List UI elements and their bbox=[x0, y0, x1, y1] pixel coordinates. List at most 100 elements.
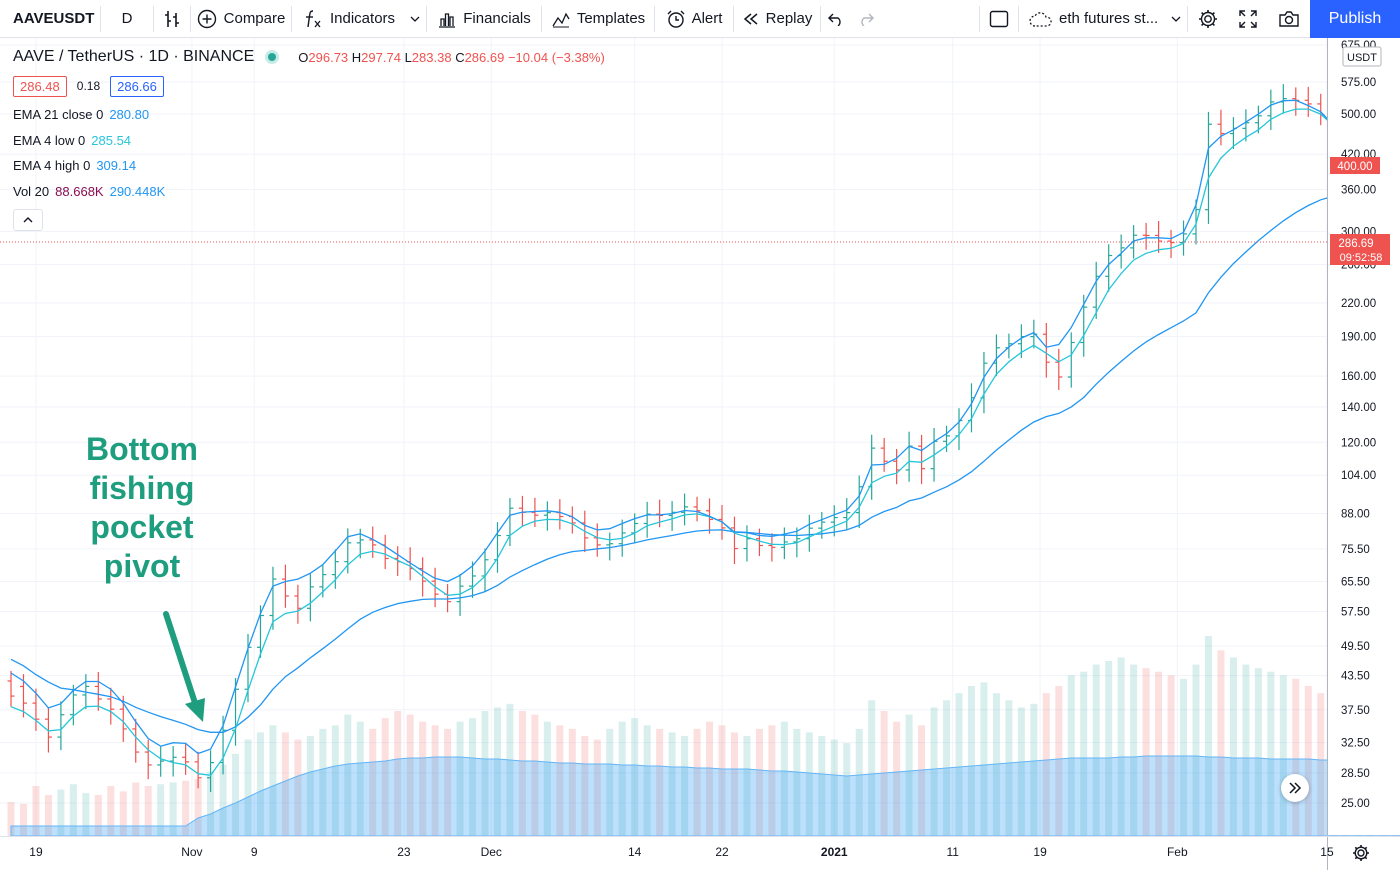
ohlc-bar bbox=[1067, 332, 1075, 388]
interval-selector[interactable]: D bbox=[101, 0, 153, 38]
last-price-label: 286.69 bbox=[1338, 238, 1373, 250]
compare-button[interactable]: Compare bbox=[191, 0, 291, 38]
toolbar-divider bbox=[190, 5, 191, 32]
spread-value: 0.18 bbox=[76, 79, 101, 93]
fullscreen-layout-button[interactable] bbox=[980, 0, 1018, 38]
volume-bar bbox=[394, 711, 402, 836]
redo-button[interactable] bbox=[851, 0, 881, 38]
symbol-label: AAVEUSDT bbox=[13, 10, 95, 27]
volume-ma-area bbox=[10, 755, 1400, 837]
fullscreen-button[interactable] bbox=[1228, 0, 1268, 38]
replay-button[interactable]: Replay bbox=[734, 0, 820, 38]
volume-bar bbox=[656, 728, 664, 836]
price-chart[interactable]: 675.00575.00500.00420.00360.00300.00260.… bbox=[0, 38, 1400, 870]
ohlc-bar bbox=[730, 516, 738, 564]
close-key: C bbox=[455, 49, 465, 65]
volume-bar bbox=[244, 739, 252, 836]
redo-icon bbox=[861, 13, 874, 26]
time-tick-label: 2021 bbox=[821, 845, 848, 859]
ohlc-bar bbox=[344, 528, 352, 574]
chart-settings-button[interactable] bbox=[1350, 842, 1372, 864]
toolbar-divider bbox=[426, 5, 427, 32]
price-tick-label: 575.00 bbox=[1341, 77, 1376, 89]
ohlc-bar bbox=[144, 739, 152, 780]
volume-bar bbox=[556, 725, 564, 836]
volume-bar bbox=[456, 721, 464, 836]
publish-button[interactable]: Publish bbox=[1310, 0, 1400, 38]
symbol-title[interactable]: AAVE / TetherUS · 1D · BINANCE bbox=[13, 48, 255, 65]
volume-bar bbox=[905, 714, 913, 836]
low-value: 283.38 bbox=[411, 49, 452, 65]
ohlc-bars-icon bbox=[165, 10, 179, 27]
volume-bar bbox=[855, 728, 863, 836]
change-value: −10.04 (−3.38%) bbox=[507, 49, 605, 65]
ohlc-bar bbox=[294, 584, 302, 624]
time-axis[interactable]: 19 Nov 9 23 Dec 14 22 2021 11 19 Feb 15 bbox=[29, 845, 1334, 859]
plus-circle-icon bbox=[197, 9, 216, 28]
bar-style-button[interactable] bbox=[154, 0, 190, 38]
annotation-arrow bbox=[163, 611, 205, 722]
ohlc-bar bbox=[693, 496, 701, 522]
volume-bar bbox=[381, 718, 389, 836]
templates-button[interactable]: Templates bbox=[542, 0, 654, 38]
ohlc-bar bbox=[306, 573, 314, 622]
annotation-line: pivot bbox=[103, 548, 181, 584]
alert-button[interactable]: Alert bbox=[655, 0, 733, 38]
financials-label: Financials bbox=[463, 10, 531, 27]
indicator-value-ma: 290.448K bbox=[109, 183, 166, 199]
indicator-ema4-high[interactable]: EMA 4 high 0 309.14 bbox=[13, 153, 605, 179]
indicators-button[interactable]: Indicators bbox=[292, 0, 426, 38]
ohlc-bar bbox=[1317, 93, 1325, 126]
volume-bar bbox=[1317, 693, 1325, 836]
indicator-value: 280.80 bbox=[109, 107, 150, 123]
buy-sell-row: 286.48 0.18 286.66 bbox=[13, 74, 605, 98]
ohlc-bar bbox=[955, 408, 963, 451]
volume-bar bbox=[1279, 675, 1287, 836]
price-tick-label: 88.00 bbox=[1341, 509, 1370, 521]
undo-icon bbox=[828, 13, 841, 26]
financials-button[interactable]: Financials bbox=[427, 0, 541, 38]
chevron-up-icon bbox=[23, 217, 33, 223]
settings-button[interactable] bbox=[1188, 0, 1228, 38]
last-price-tag: 286.69 09:52:58 bbox=[1330, 234, 1390, 265]
ohlc-bar bbox=[1092, 261, 1100, 319]
volume-bar bbox=[32, 786, 40, 836]
collapse-legend-button[interactable] bbox=[13, 209, 43, 231]
indicator-volume[interactable]: Vol 20 88.668K 290.448K bbox=[13, 179, 605, 205]
sell-button[interactable]: 286.48 bbox=[13, 75, 67, 97]
indicator-ema21[interactable]: EMA 21 close 0 280.80 bbox=[13, 102, 605, 128]
ohlc-bar bbox=[743, 525, 751, 562]
ohlc-values: O296.73 H297.74 L283.38 C286.69 −10.04 (… bbox=[298, 50, 605, 65]
volume-bar bbox=[1304, 686, 1312, 836]
ohlc-bar bbox=[556, 499, 564, 530]
ohlc-bar bbox=[643, 501, 651, 538]
buy-button[interactable]: 286.66 bbox=[110, 75, 164, 97]
templates-icon bbox=[552, 12, 570, 27]
countdown-label: 09:52:58 bbox=[1340, 252, 1383, 264]
ohlc-bar bbox=[331, 549, 339, 589]
market-open-dot bbox=[268, 53, 277, 61]
ohlc-bar bbox=[1180, 220, 1188, 256]
indicator-ema4-low[interactable]: EMA 4 low 0 285.54 bbox=[13, 128, 605, 154]
ohlc-bar bbox=[893, 448, 901, 485]
replay-label: Replay bbox=[765, 10, 813, 27]
interval-label: D bbox=[121, 10, 133, 27]
ohlc-bar bbox=[518, 495, 526, 527]
undo-button[interactable] bbox=[821, 0, 851, 38]
symbol-search[interactable]: AAVEUSDT bbox=[0, 0, 100, 38]
volume-bar bbox=[518, 711, 526, 836]
ohlc-bar bbox=[1217, 109, 1225, 146]
volume-bar bbox=[1192, 664, 1200, 836]
ohlc-bar bbox=[543, 501, 551, 531]
volume-bar bbox=[82, 793, 90, 836]
currency-tag: USDT bbox=[1342, 46, 1382, 67]
volume-bar bbox=[319, 728, 327, 836]
snapshot-button[interactable] bbox=[1268, 0, 1310, 38]
time-tick-label: Nov bbox=[181, 845, 202, 859]
ohlc-bar bbox=[69, 684, 77, 726]
layout-selector[interactable]: eth futures st... bbox=[1019, 0, 1187, 38]
volume-bar bbox=[57, 789, 65, 836]
ohlc-bar bbox=[606, 532, 614, 561]
price-tick-label: 43.50 bbox=[1341, 671, 1370, 683]
scroll-to-realtime-button[interactable] bbox=[1281, 774, 1309, 802]
